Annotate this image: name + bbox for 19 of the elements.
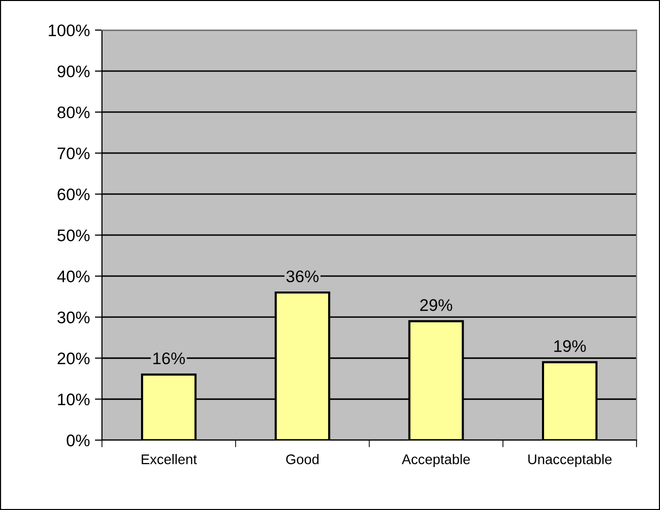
data-label: 29%: [420, 299, 452, 311]
y-tick-label: 100%: [48, 24, 90, 36]
y-tick-label: 40%: [57, 270, 90, 282]
y-tick-label: 0%: [66, 434, 90, 446]
y-tick-label: 30%: [57, 312, 90, 324]
y-tick-label: 60%: [58, 188, 90, 200]
data-label: 19%: [554, 340, 586, 352]
y-tick-label: 80%: [58, 106, 90, 118]
x-tick-label: Unacceptable: [528, 454, 612, 467]
y-tick-label: 10%: [58, 394, 90, 406]
x-tick-label: Acceptable: [402, 454, 470, 467]
y-tick-label: 70%: [58, 148, 90, 160]
data-label: 16%: [153, 352, 185, 364]
data-label: 36%: [286, 270, 319, 282]
y-tick-label: 90%: [58, 65, 90, 78]
y-tick-label: 50%: [57, 230, 90, 242]
y-tick-label: 20%: [58, 352, 90, 364]
x-tick-label: Good: [286, 454, 319, 464]
x-tick-label: Excellent: [142, 454, 197, 464]
